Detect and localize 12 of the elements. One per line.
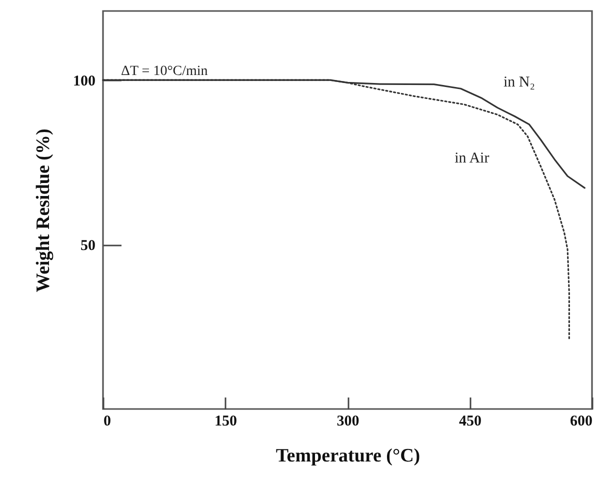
annotation: ΔT = 10°C/min: [121, 64, 208, 79]
series-label: in N₂: [503, 74, 535, 91]
x-axis-title: Temperature (°C): [276, 446, 420, 466]
x-tick-label: 150: [214, 414, 237, 430]
x-tick-label: 450: [459, 414, 482, 430]
y-axis-title: Weight Residue (%): [33, 128, 54, 292]
x-tick-label: 0: [104, 414, 111, 430]
x-tick-label: 300: [336, 414, 360, 430]
x-tick-label: 600: [570, 414, 592, 430]
text: in Air: [454, 150, 490, 166]
y-tick-label: 50: [80, 238, 96, 254]
y-tick-label: 100: [73, 74, 96, 90]
